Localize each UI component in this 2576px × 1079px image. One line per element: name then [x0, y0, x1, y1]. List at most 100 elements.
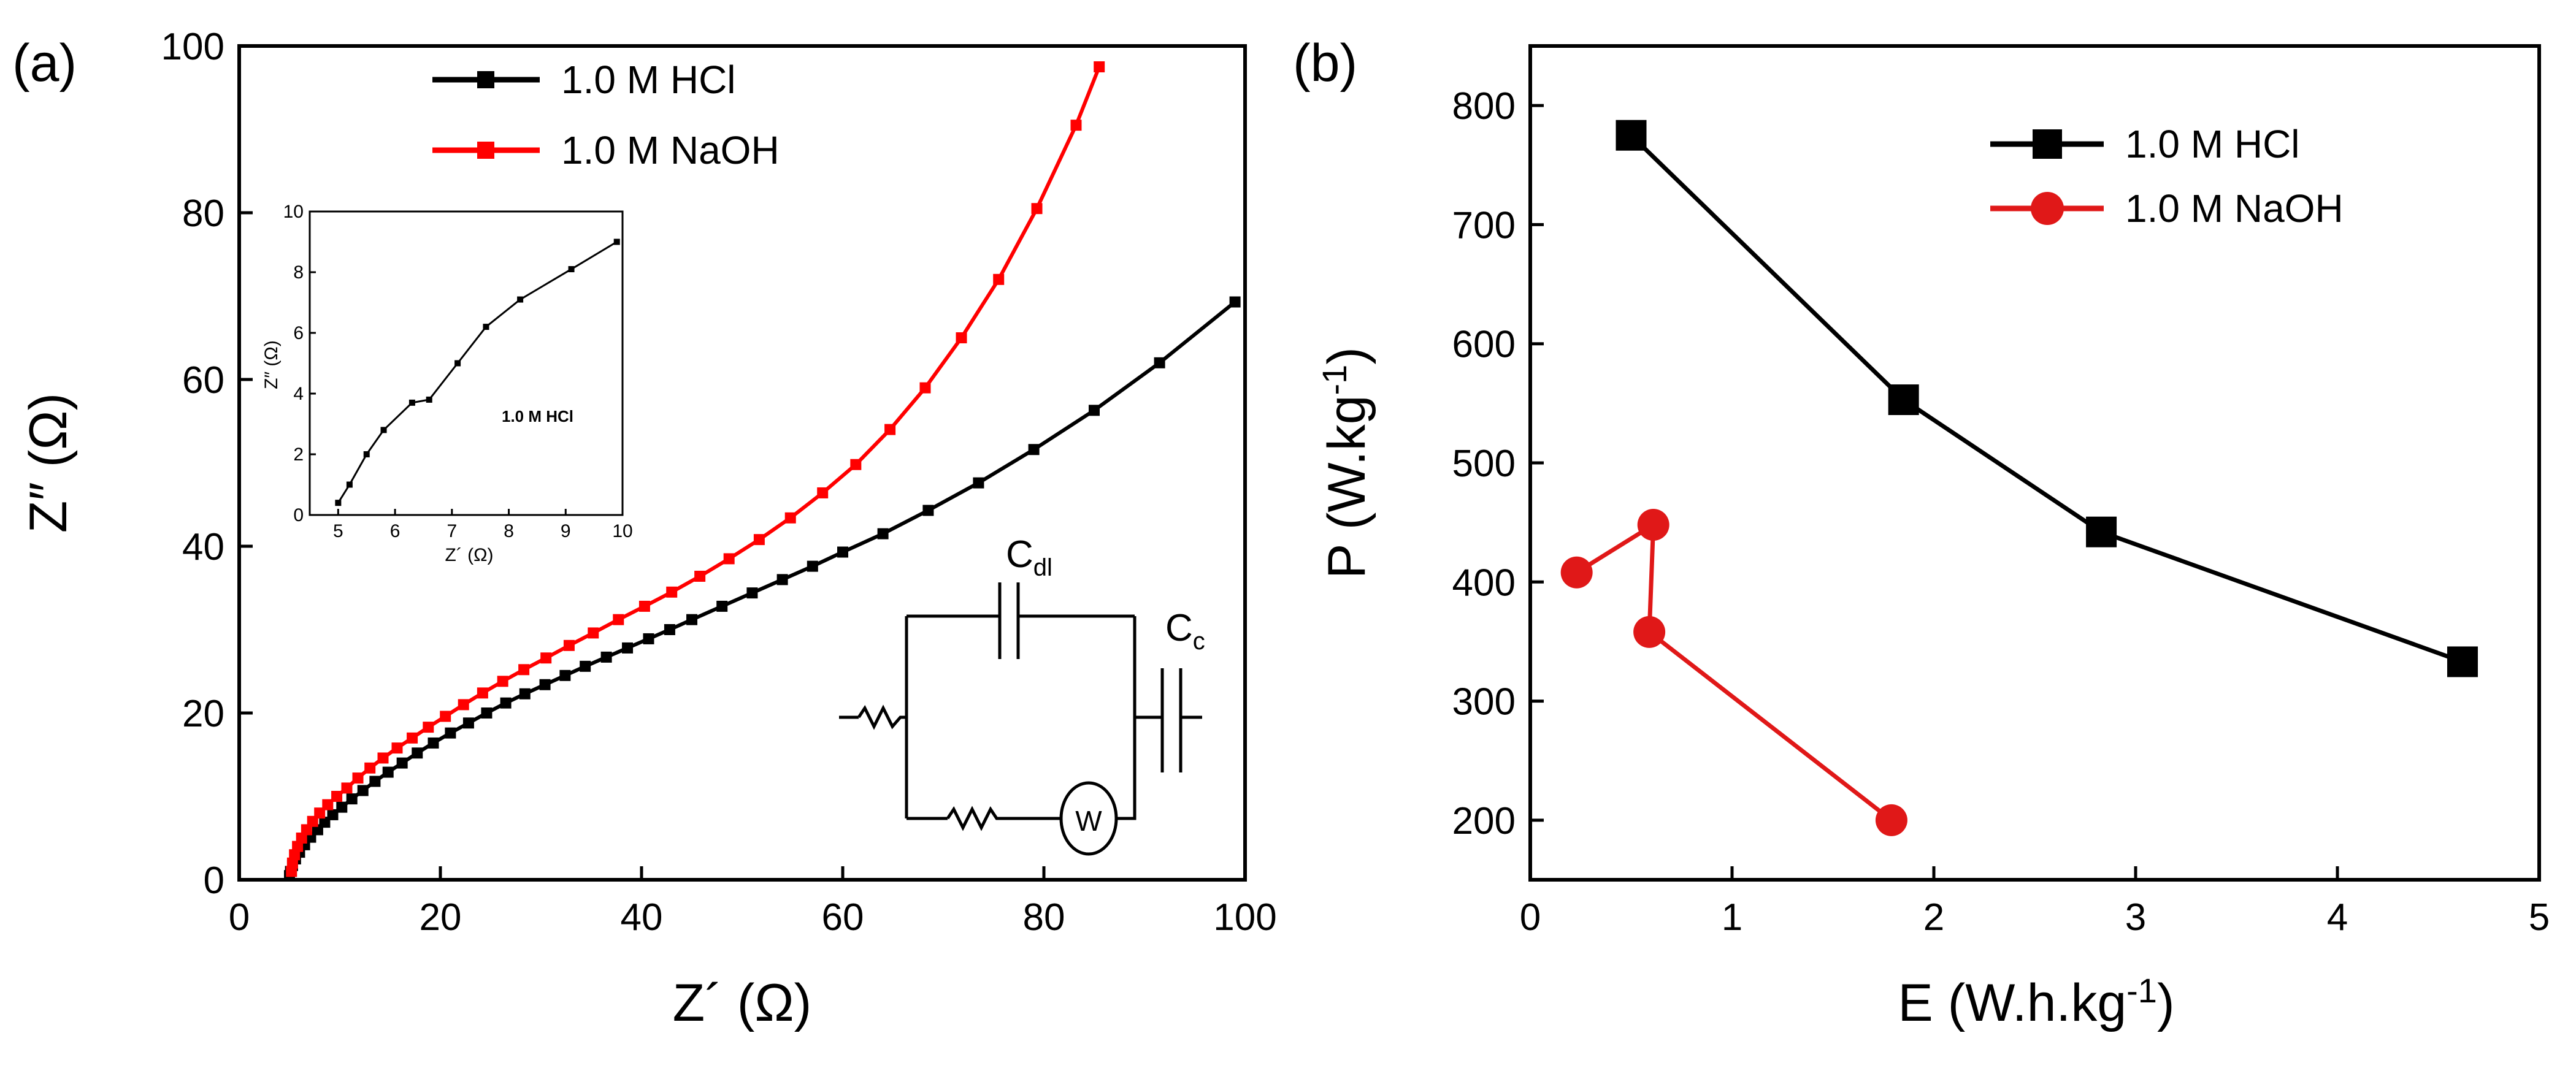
data-point	[753, 534, 765, 546]
inset-x-axis-title: Z´ (Ω)	[445, 545, 493, 565]
data-point	[613, 238, 620, 245]
data-point	[2086, 516, 2117, 547]
y-tick-label: 4	[293, 384, 304, 404]
data-point	[336, 801, 348, 813]
data-point	[746, 587, 758, 599]
x-tick-label: 7	[447, 521, 457, 541]
data-point	[580, 660, 591, 672]
panel-a-label: (a)	[12, 34, 77, 93]
data-point	[346, 793, 358, 805]
data-point	[407, 732, 418, 744]
data-point	[622, 642, 634, 654]
data-point	[331, 791, 343, 802]
panel-a-inset: 5 6 7 8 9 10 0 2 4 6 8 10 Z´ (Ω) Z″ (Ω) 1.0 M HCl	[261, 202, 633, 565]
data-point	[1031, 203, 1043, 215]
series-line	[1575, 522, 1893, 822]
x-tick-label: 4	[2327, 896, 2348, 939]
data-point	[723, 553, 735, 565]
data-point	[1560, 556, 1593, 589]
data-point	[1028, 444, 1040, 456]
data-point	[519, 688, 531, 700]
panel-b-axes: 0 1 2 3 4 5 200 300 400 500 600 700 800	[1452, 85, 2550, 939]
y-tick-label: 10	[283, 202, 304, 222]
panel-a-x-axis-title: Z´ (Ω)	[673, 974, 812, 1032]
data-point	[408, 399, 415, 406]
data-point	[341, 782, 353, 794]
data-point	[993, 273, 1005, 285]
data-point	[518, 664, 530, 676]
x-tick-label: 0	[1520, 896, 1541, 939]
y-tick-label: 100	[161, 26, 224, 68]
data-point	[664, 624, 675, 635]
data-point	[364, 762, 376, 774]
legend-label-hcl-b: 1.0 M HCl	[2125, 122, 2300, 166]
y-tick-label: 200	[1452, 800, 1516, 842]
data-point	[1089, 405, 1100, 416]
y-tick-label: 2	[293, 444, 304, 465]
data-point	[380, 427, 387, 433]
panel-b-y-axis-title: P (W.kg-1)	[1315, 347, 1376, 579]
y-tick-label: 600	[1452, 324, 1516, 366]
data-point	[643, 633, 654, 644]
data-point	[391, 742, 403, 754]
data-point	[458, 699, 469, 711]
data-point	[445, 727, 456, 739]
data-point	[784, 512, 796, 524]
legend-marker-hcl	[477, 71, 494, 88]
data-point	[1637, 509, 1669, 541]
panel-b: (b) 0 1 2 3 4 5 200 300 400 500 600 700 800 E (W.h.k…	[1293, 34, 2550, 1032]
data-point	[314, 807, 326, 819]
x-tick-label: 9	[561, 521, 571, 541]
panel-a-plot-frame	[237, 44, 1247, 882]
data-point	[335, 500, 342, 506]
data-point	[694, 570, 706, 582]
data-point	[956, 332, 967, 343]
data-point	[922, 505, 934, 516]
x-tick-label: 40	[621, 896, 663, 939]
x-tick-label: 100	[1213, 896, 1276, 939]
legend-marker-naoh	[477, 142, 494, 159]
inset-y-axis-title: Z″ (Ω)	[261, 340, 282, 389]
panel-a-legend: 1.0 M HCl 1.0 M NaOH	[432, 58, 780, 172]
data-point	[817, 487, 829, 498]
data-point	[716, 600, 728, 612]
data-point	[289, 849, 301, 861]
legend-label-naoh-b: 1.0 M NaOH	[2125, 186, 2344, 231]
data-point	[481, 707, 493, 719]
data-point	[877, 528, 889, 540]
data-point	[776, 574, 788, 585]
equivalent-circuit: W Cdl Cc	[839, 533, 1205, 856]
legend-label-hcl: 1.0 M HCl	[561, 58, 736, 102]
data-point	[1875, 804, 1907, 836]
data-point	[322, 799, 334, 810]
data-point	[462, 717, 474, 729]
y-tick-label: 80	[182, 193, 224, 235]
y-tick-label: 0	[204, 860, 224, 902]
data-point	[286, 866, 297, 877]
x-tick-label: 8	[504, 521, 514, 541]
double-layer-capacitor	[998, 582, 1020, 659]
data-point	[1094, 61, 1105, 72]
data-point	[884, 424, 896, 435]
data-point	[352, 772, 364, 784]
y-tick-label: 300	[1452, 681, 1516, 723]
data-point	[500, 697, 512, 709]
x-tick-label: 20	[420, 896, 462, 939]
cdl-label: Cdl	[1006, 533, 1052, 581]
legend-marker-naoh-b	[2031, 192, 2064, 225]
data-point	[346, 481, 353, 488]
y-tick-label: 40	[182, 526, 224, 568]
data-point	[426, 396, 432, 403]
data-point	[568, 266, 575, 273]
charge-transfer-resistor	[946, 806, 1061, 831]
series-resistor	[857, 704, 907, 730]
data-point	[517, 296, 524, 303]
y-tick-label: 6	[293, 323, 304, 343]
panel-a-y-axis-title: Z″ (Ω)	[19, 393, 78, 533]
x-tick-label: 80	[1023, 896, 1065, 939]
data-point	[307, 815, 318, 827]
data-point	[357, 785, 369, 796]
data-point	[477, 687, 488, 699]
data-point	[850, 459, 862, 470]
data-point	[919, 382, 931, 394]
